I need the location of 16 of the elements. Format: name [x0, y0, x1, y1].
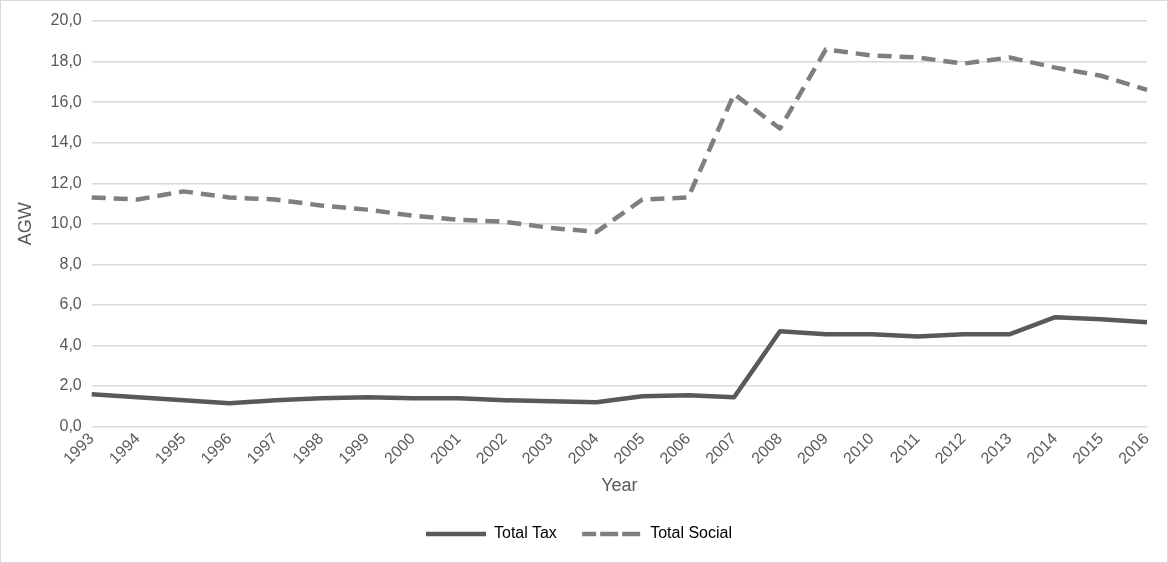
y-axis-title: AGW [14, 202, 35, 246]
y-tick-label: 18,0 [50, 51, 82, 69]
y-tick-label: 12,0 [50, 173, 82, 191]
y-tick-label: 10,0 [50, 214, 82, 232]
x-axis-title: Year [601, 475, 638, 496]
y-tick-label: 16,0 [50, 92, 82, 110]
y-tick-label: 6,0 [59, 295, 82, 313]
line-series [89, 47, 1150, 235]
y-tick-label: 8,0 [59, 254, 82, 272]
y-tick-label: 14,0 [50, 133, 82, 151]
y-tick-label: 2,0 [59, 376, 82, 394]
y-tick-label: 20,0 [50, 11, 82, 29]
legend-label: Total Tax [494, 524, 557, 542]
y-tick-label: 0,0 [59, 417, 82, 435]
y-tick-label: 4,0 [59, 335, 82, 353]
legend-label: Total Social [650, 524, 732, 542]
